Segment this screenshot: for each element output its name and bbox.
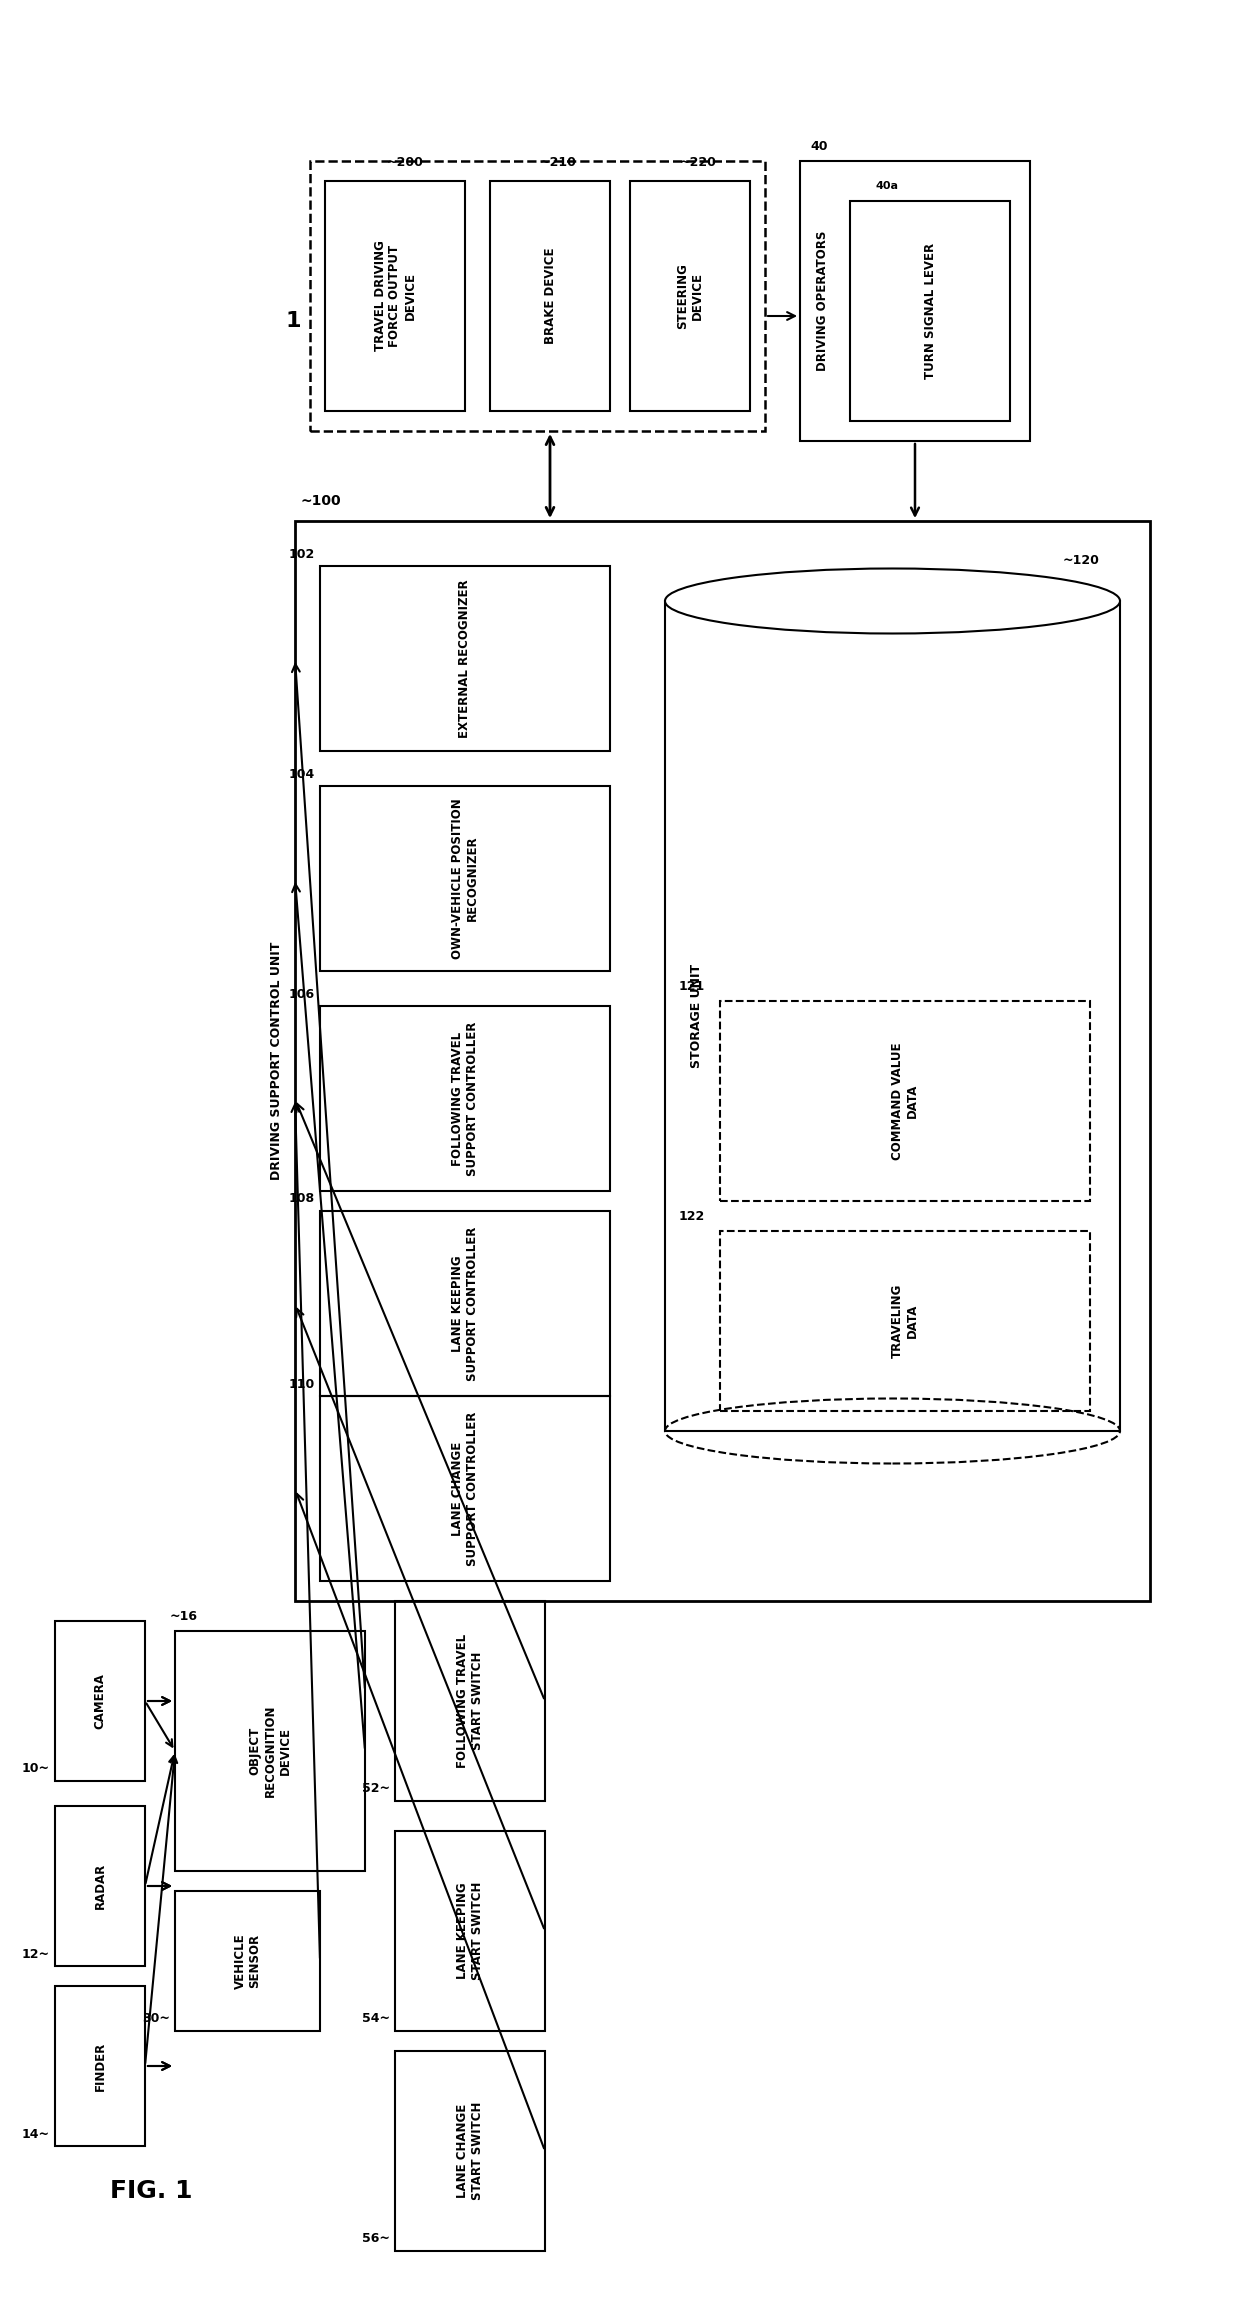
Text: ~220: ~220	[680, 156, 717, 170]
Text: 102: 102	[289, 548, 315, 561]
Bar	[720, 1001, 1090, 1201]
Bar	[175, 1631, 365, 1871]
Bar	[849, 200, 1011, 421]
Bar	[490, 182, 610, 412]
Bar	[396, 1601, 546, 1802]
Bar	[325, 182, 465, 412]
Text: 56~: 56~	[362, 2232, 391, 2246]
Bar	[665, 601, 1120, 1431]
Text: 122: 122	[678, 1210, 706, 1222]
Text: 40a: 40a	[875, 182, 898, 191]
Text: ~120: ~120	[1063, 555, 1100, 568]
Text: 52~: 52~	[362, 1783, 391, 1795]
Text: LANE CHANGE
START SWITCH: LANE CHANGE START SWITCH	[456, 2101, 484, 2200]
Text: ~16: ~16	[170, 1608, 198, 1622]
Bar	[175, 1891, 320, 2032]
Text: DRIVING SUPPORT CONTROL UNIT: DRIVING SUPPORT CONTROL UNIT	[270, 941, 284, 1180]
Text: DRIVING OPERATORS: DRIVING OPERATORS	[816, 230, 828, 370]
Text: FOLLOWING TRAVEL
SUPPORT CONTROLLER: FOLLOWING TRAVEL SUPPORT CONTROLLER	[451, 1022, 479, 1176]
Text: COMMAND VALUE
DATA: COMMAND VALUE DATA	[892, 1042, 919, 1160]
Text: LANE KEEPING
START SWITCH: LANE KEEPING START SWITCH	[456, 1882, 484, 1981]
Bar	[295, 520, 1149, 1601]
Text: EXTERNAL RECOGNIZER: EXTERNAL RECOGNIZER	[459, 580, 471, 739]
Text: RADAR: RADAR	[93, 1864, 107, 1910]
Bar	[800, 161, 1030, 442]
Text: 12~: 12~	[22, 1947, 50, 1960]
Text: 104: 104	[289, 769, 315, 780]
Text: 54~: 54~	[362, 2013, 391, 2025]
Text: 106: 106	[289, 987, 315, 1001]
Text: 110: 110	[289, 1378, 315, 1390]
Bar	[55, 1806, 145, 1965]
Text: 40: 40	[810, 140, 827, 152]
Text: OWN-VEHICLE POSITION
RECOGNIZER: OWN-VEHICLE POSITION RECOGNIZER	[451, 798, 479, 960]
Bar	[320, 1397, 610, 1581]
Bar	[320, 1006, 610, 1192]
Text: 14~: 14~	[22, 2128, 50, 2140]
Text: VEHICLE
SENSOR: VEHICLE SENSOR	[233, 1933, 262, 1988]
Text: FOLLOWING TRAVEL
START SWITCH: FOLLOWING TRAVEL START SWITCH	[456, 1634, 484, 1767]
Text: TRAVEL DRIVING
FORCE OUTPUT
DEVICE: TRAVEL DRIVING FORCE OUTPUT DEVICE	[373, 242, 417, 352]
Bar	[320, 566, 610, 750]
Text: ~100: ~100	[300, 495, 341, 509]
Text: LANE KEEPING
SUPPORT CONTROLLER: LANE KEEPING SUPPORT CONTROLLER	[451, 1226, 479, 1381]
Bar	[320, 787, 610, 971]
Text: STEERING
DEVICE: STEERING DEVICE	[676, 262, 704, 329]
Bar	[55, 1986, 145, 2147]
Text: ~200: ~200	[387, 156, 423, 170]
Text: FINDER: FINDER	[93, 2041, 107, 2092]
Bar	[320, 1210, 610, 1397]
Bar	[55, 1620, 145, 1781]
Text: BRAKE DEVICE: BRAKE DEVICE	[543, 249, 557, 345]
Text: OBJECT
RECOGNITION
DEVICE: OBJECT RECOGNITION DEVICE	[248, 1705, 291, 1797]
Text: 1: 1	[285, 311, 300, 331]
Text: ~210: ~210	[539, 156, 577, 170]
Ellipse shape	[665, 568, 1120, 633]
Bar	[396, 2050, 546, 2250]
Text: 30~: 30~	[143, 2013, 170, 2025]
Text: 121: 121	[678, 980, 706, 992]
Bar	[310, 161, 765, 430]
Text: 108: 108	[289, 1192, 315, 1206]
Text: FIG. 1: FIG. 1	[110, 2179, 192, 2202]
Text: 10~: 10~	[22, 1763, 50, 1776]
Text: LANE CHANGE
SUPPORT CONTROLLER: LANE CHANGE SUPPORT CONTROLLER	[451, 1411, 479, 1565]
Bar	[720, 1231, 1090, 1411]
Text: STORAGE UNIT: STORAGE UNIT	[691, 964, 703, 1068]
Text: CAMERA: CAMERA	[93, 1673, 107, 1728]
Bar	[396, 1832, 546, 2032]
Bar	[630, 182, 750, 412]
Text: TRAVELING
DATA: TRAVELING DATA	[892, 1284, 919, 1358]
Text: TURN SIGNAL LEVER: TURN SIGNAL LEVER	[924, 244, 936, 380]
